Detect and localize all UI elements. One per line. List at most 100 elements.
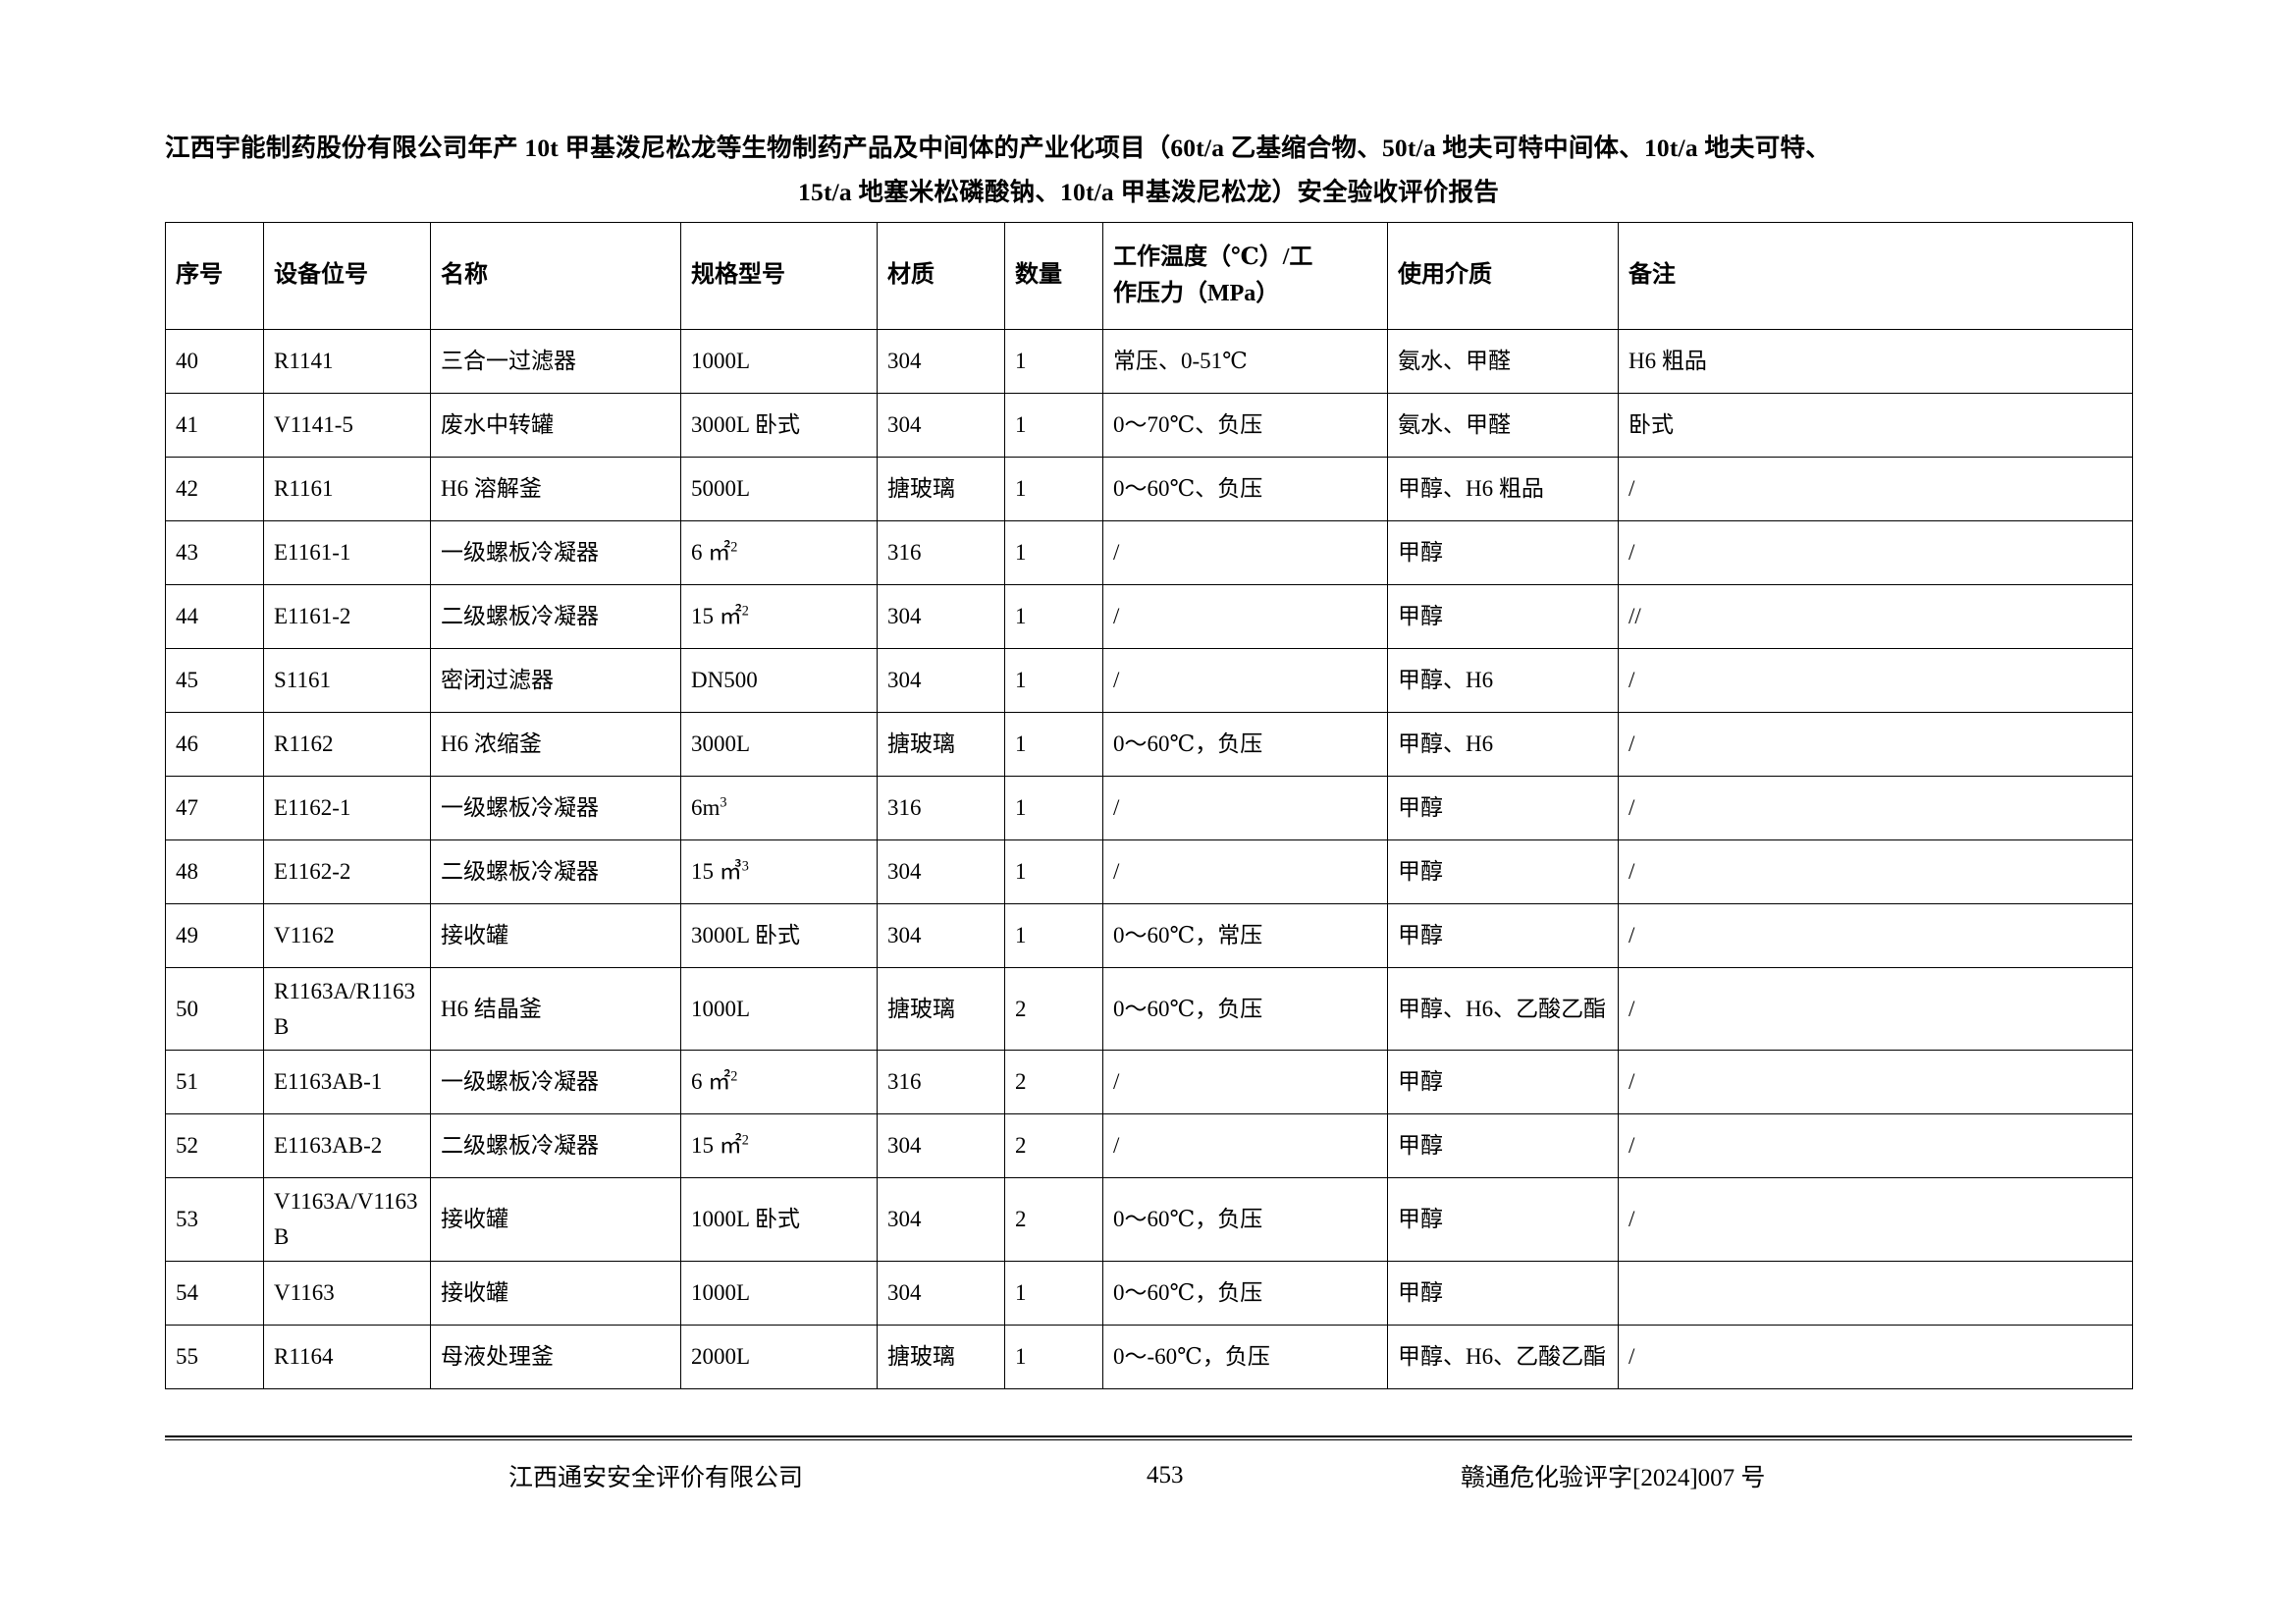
cell-quantity: 2	[1004, 1050, 1103, 1115]
cell-medium: 甲醇、H6、乙酸乙酯	[1387, 1324, 1619, 1389]
cell-spec-value: 1000L	[691, 996, 751, 1021]
footer-doc-number: 赣通危化验评字[2024]007 号	[1461, 1465, 1766, 1491]
footer-divider	[165, 1435, 2132, 1440]
cell-spec: 6 ㎡2	[680, 1050, 878, 1115]
footer-company: 江西通安安全评价有限公司	[508, 1465, 804, 1491]
cell-material: 304	[877, 903, 1005, 968]
cell-equipment-tag: E1161-2	[263, 584, 431, 649]
cell-remark: /	[1618, 1050, 2133, 1115]
cell-spec-value: 6 ㎡	[691, 1069, 731, 1095]
cell-spec-exponent: 2	[741, 603, 749, 620]
table-header: 序号 设备位号 名称 规格型号 材质 数量 工作温度（℃）/工 作压力（MPa）…	[165, 222, 2133, 330]
cell-spec-exponent: 2	[730, 1068, 738, 1085]
column-header-temp-pressure-line1: 工作温度（℃）/工	[1113, 244, 1313, 270]
cell-seq: 54	[165, 1260, 264, 1326]
cell-medium: 甲醇	[1387, 1113, 1619, 1179]
cell-spec: 6m3	[680, 776, 878, 840]
cell-name: 母液处理釜	[430, 1324, 681, 1389]
cell-equipment-tag: E1162-1	[263, 776, 431, 840]
cell-spec-value: DN500	[691, 668, 758, 693]
cell-name: 二级螺板冷凝器	[430, 1113, 681, 1179]
table-row: 40 R1141 三合一过滤器 1000L 304 1 常压、0-51℃ 氨水、甲醛 H6 粗品	[165, 329, 2133, 394]
cell-quantity: 1	[1004, 648, 1103, 713]
cell-remark: /	[1618, 1324, 2133, 1389]
column-header-material: 材质	[877, 222, 1005, 330]
cell-spec-value: 5000L	[691, 476, 751, 502]
column-header-medium: 使用介质	[1387, 222, 1619, 330]
cell-material: 搪玻璃	[877, 1324, 1005, 1389]
cell-seq: 44	[165, 584, 264, 649]
table-body: 40 R1141 三合一过滤器 1000L 304 1 常压、0-51℃ 氨水、甲醛 H6 粗品…	[165, 329, 2133, 1389]
cell-equipment-tag: E1161-1	[263, 520, 431, 585]
cell-temp-pressure: /	[1102, 584, 1388, 649]
cell-material: 搪玻璃	[877, 457, 1005, 521]
cell-medium: 甲醇	[1387, 1177, 1619, 1262]
cell-name: H6 浓缩釜	[430, 712, 681, 777]
cell-seq: 49	[165, 903, 264, 968]
cell-temp-pressure: 0～60℃，负压	[1102, 1260, 1388, 1326]
table-row: 48 E1162-2 二级螺板冷凝器 15 ㎥3 304 1/甲醇 /	[165, 839, 2133, 904]
cell-temp-pressure: /	[1102, 1050, 1388, 1115]
cell-medium: 甲醇	[1387, 1260, 1619, 1326]
cell-temp-pressure: 0～60℃，负压	[1102, 966, 1388, 1052]
cell-spec-value: 6m	[691, 795, 721, 821]
cell-seq: 50	[165, 966, 264, 1052]
cell-medium: 甲醇	[1387, 1050, 1619, 1115]
column-header-temp-pressure: 工作温度（℃）/工 作压力（MPa）	[1102, 222, 1388, 330]
cell-equipment-tag: V1162	[263, 903, 431, 968]
cell-seq: 47	[165, 776, 264, 840]
cell-remark: /	[1618, 776, 2133, 840]
cell-spec: 6 ㎡2	[680, 520, 878, 585]
cell-seq: 40	[165, 329, 264, 394]
cell-equipment-tag: S1161	[263, 648, 431, 713]
cell-remark: /	[1618, 1113, 2133, 1179]
cell-spec: 1000L	[680, 966, 878, 1052]
cell-medium: 氨水、甲醛	[1387, 329, 1619, 394]
cell-spec-value: 15 ㎥	[691, 859, 742, 885]
cell-material: 316	[877, 520, 1005, 585]
page-header: 江西宇能制药股份有限公司年产 10t 甲基泼尼松龙等生物制药产品及中间体的产业化…	[165, 126, 2132, 214]
cell-quantity: 2	[1004, 1177, 1103, 1262]
cell-temp-pressure: /	[1102, 648, 1388, 713]
cell-temp-pressure: 常压、0-51℃	[1102, 329, 1388, 394]
cell-spec: 15 ㎡2	[680, 584, 878, 649]
cell-spec-value: 1000L	[691, 1279, 751, 1305]
cell-spec-value: 3000L	[691, 731, 751, 757]
page-header-line-1: 江西宇能制药股份有限公司年产 10t 甲基泼尼松龙等生物制药产品及中间体的产业化…	[165, 134, 1831, 162]
cell-quantity: 2	[1004, 1113, 1103, 1179]
column-header-spec: 规格型号	[680, 222, 878, 330]
cell-spec: 3000L 卧式	[680, 393, 878, 458]
cell-spec: 3000L	[680, 712, 878, 777]
cell-spec-exponent: 3	[720, 794, 727, 811]
cell-remark: /	[1618, 966, 2133, 1052]
cell-quantity: 1	[1004, 712, 1103, 777]
cell-seq: 43	[165, 520, 264, 585]
cell-spec-exponent: 2	[730, 539, 738, 556]
cell-material: 316	[877, 1050, 1005, 1115]
cell-equipment-tag: R1164	[263, 1324, 431, 1389]
cell-material: 304	[877, 393, 1005, 458]
cell-name: 一级螺板冷凝器	[430, 520, 681, 585]
table-row: 51 E1163AB-1 一级螺板冷凝器 6 ㎡2 316 2/甲醇 /	[165, 1050, 2133, 1115]
table-header-row: 序号 设备位号 名称 规格型号 材质 数量 工作温度（℃）/工 作压力（MPa）…	[165, 222, 2133, 330]
cell-name: 三合一过滤器	[430, 329, 681, 394]
cell-spec: 3000L 卧式	[680, 903, 878, 968]
cell-seq: 53	[165, 1177, 264, 1262]
cell-name: H6 溶解釜	[430, 457, 681, 521]
cell-spec-value: 15 ㎡	[691, 1133, 742, 1159]
cell-spec-value: 3000L 卧式	[691, 412, 800, 438]
cell-quantity: 1	[1004, 329, 1103, 394]
cell-spec: 1000L	[680, 329, 878, 394]
cell-remark: /	[1618, 520, 2133, 585]
cell-material: 304	[877, 1177, 1005, 1262]
cell-remark: H6 粗品	[1618, 329, 2133, 394]
cell-equipment-tag: V1163A/V1163B	[263, 1177, 431, 1262]
table-row: 44 E1161-2 二级螺板冷凝器 15 ㎡2 304 1/甲醇//	[165, 584, 2133, 649]
cell-equipment-tag: E1162-2	[263, 839, 431, 904]
cell-name: H6 结晶釜	[430, 966, 681, 1052]
cell-quantity: 1	[1004, 393, 1103, 458]
cell-remark: 卧式	[1618, 393, 2133, 458]
cell-equipment-tag: R1141	[263, 329, 431, 394]
cell-remark: /	[1618, 457, 2133, 521]
